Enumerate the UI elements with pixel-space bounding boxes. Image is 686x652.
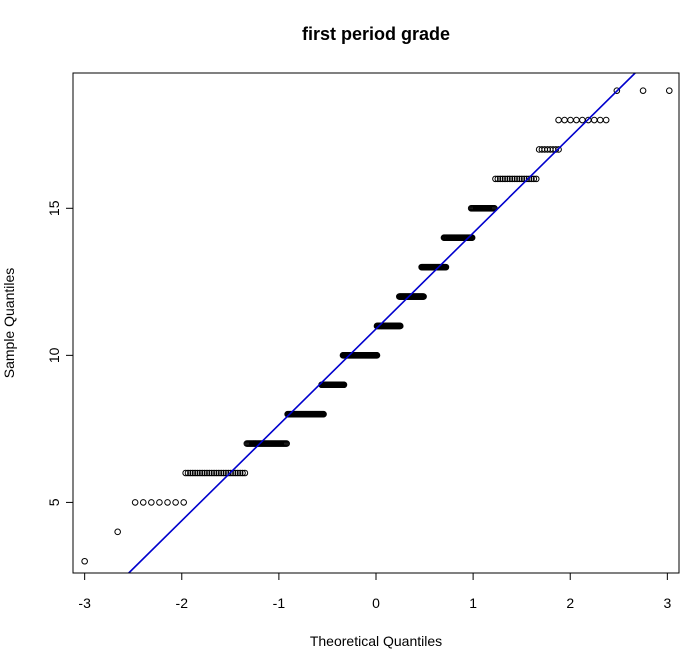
data-point (81, 557, 88, 565)
data-point (639, 87, 647, 94)
data-point (492, 175, 499, 183)
data-point (506, 175, 514, 183)
data-point (579, 116, 586, 124)
data-points (81, 87, 673, 565)
x-tick-label: 3 (663, 595, 671, 611)
data-point (203, 469, 211, 477)
data-point (513, 175, 521, 183)
data-point (232, 469, 239, 477)
data-point (494, 175, 502, 183)
x-tick-label: -1 (273, 595, 286, 611)
data-point (518, 175, 526, 183)
data-point (206, 469, 213, 477)
data-point (131, 499, 139, 506)
data-point (222, 469, 230, 477)
data-point (283, 440, 290, 447)
data-point (220, 469, 227, 477)
data-point (516, 175, 523, 183)
y-tick-label: 15 (46, 200, 62, 216)
data-point (340, 381, 348, 389)
data-point (217, 469, 225, 477)
data-point (198, 469, 206, 477)
y-axis: 5 10 15 (46, 200, 73, 506)
y-axis-label: Sample Quantiles (1, 268, 17, 379)
data-point (148, 499, 155, 506)
data-point (508, 175, 516, 183)
data-point (156, 499, 163, 506)
data-point (172, 499, 179, 506)
data-point (210, 469, 218, 477)
data-point (496, 175, 504, 183)
data-point (596, 116, 604, 124)
data-point (208, 469, 216, 477)
data-point (442, 263, 450, 271)
reference-line (128, 72, 636, 574)
x-axis: -3 -2 -1 0 1 2 3 (78, 572, 671, 611)
data-point (665, 87, 673, 94)
data-point (180, 499, 188, 506)
data-point (184, 469, 192, 477)
data-point (396, 322, 404, 330)
data-point (227, 469, 234, 477)
data-point (525, 175, 533, 183)
data-point (530, 175, 538, 183)
data-point (139, 499, 147, 506)
data-point (164, 499, 171, 506)
data-point (511, 175, 518, 183)
data-point (573, 116, 580, 124)
data-point (196, 469, 204, 477)
y-tick-label: 10 (46, 347, 62, 363)
data-point (213, 469, 220, 477)
data-point (499, 175, 506, 183)
data-point (504, 175, 511, 183)
y-tick-label: 5 (46, 498, 62, 506)
data-point (532, 175, 540, 183)
chart-title: first period grade (302, 24, 450, 44)
data-point (187, 469, 194, 477)
data-point (602, 116, 610, 124)
data-point (555, 116, 562, 124)
x-tick-label: -3 (78, 595, 91, 611)
x-tick-label: 2 (566, 595, 574, 611)
data-point (234, 469, 242, 477)
x-tick-label: 0 (372, 595, 380, 611)
data-point (567, 116, 574, 124)
data-point (236, 469, 244, 477)
data-point (194, 469, 201, 477)
data-point (501, 175, 509, 183)
data-point (182, 469, 189, 477)
data-point (114, 528, 121, 536)
x-tick-label: -2 (176, 595, 189, 611)
data-point (590, 116, 598, 124)
x-tick-label: 1 (469, 595, 477, 611)
data-point (420, 293, 427, 300)
data-point (215, 469, 223, 477)
data-point (201, 469, 208, 477)
data-point (320, 410, 327, 418)
data-point (523, 175, 530, 183)
data-point (189, 469, 197, 477)
data-point (239, 469, 246, 477)
data-point (555, 146, 562, 153)
x-axis-label: Theoretical Quantiles (310, 633, 442, 649)
data-point (191, 469, 199, 477)
data-point (241, 469, 249, 477)
data-point (613, 87, 621, 94)
data-point (561, 116, 568, 124)
data-point (373, 352, 381, 359)
